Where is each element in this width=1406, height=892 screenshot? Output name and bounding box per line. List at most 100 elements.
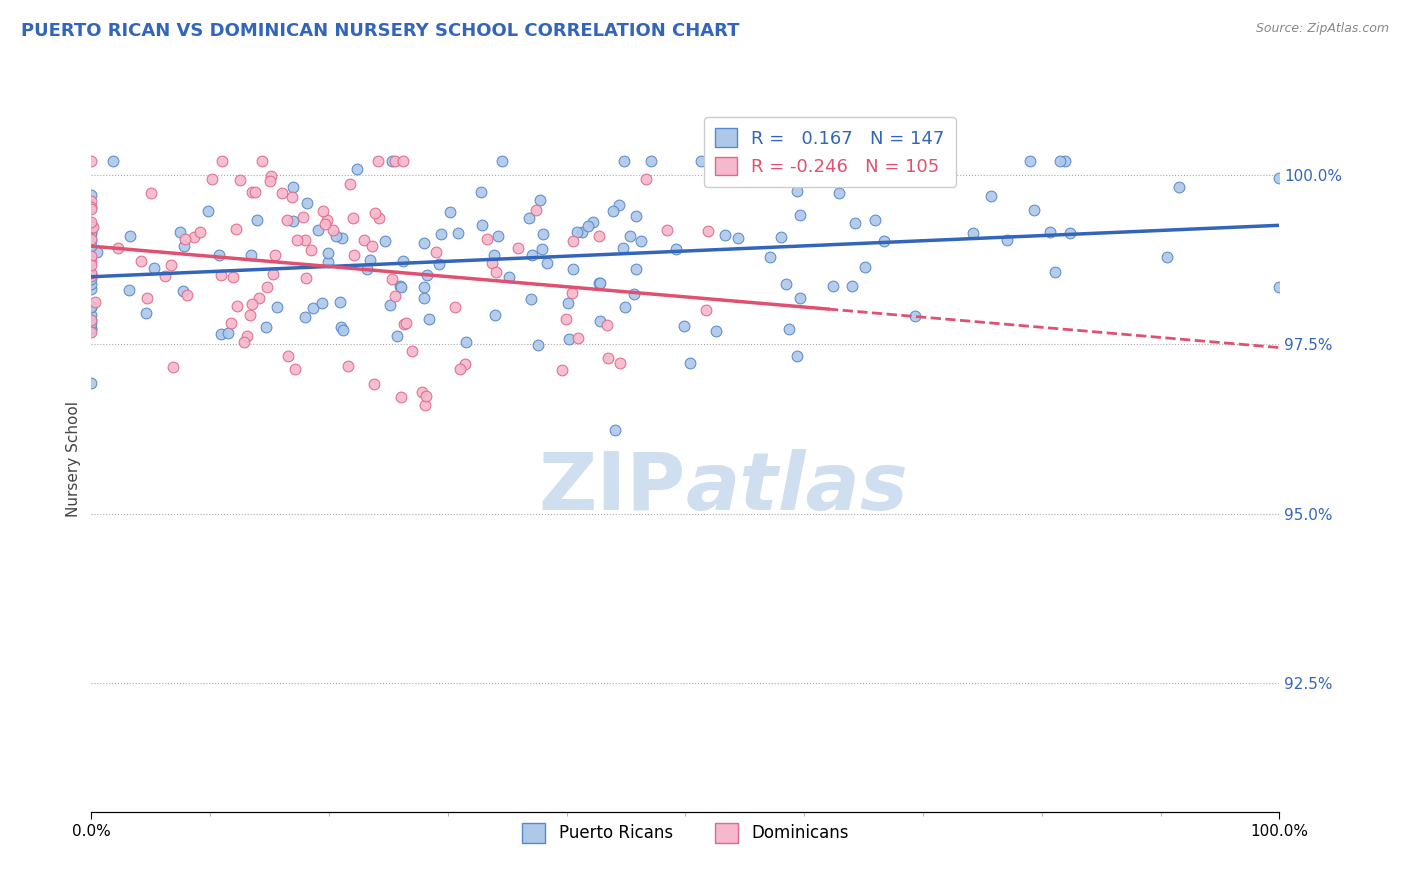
Point: [80, 277, 103, 291]
Point: [598, 351, 620, 366]
Point: [530, 242, 553, 256]
Point: [201, 172, 224, 186]
Point: [80, 267, 103, 281]
Point: [176, 288, 198, 302]
Point: [254, 319, 277, 334]
Text: Source: ZipAtlas.com: Source: ZipAtlas.com: [1256, 22, 1389, 36]
Point: [1049, 154, 1071, 169]
Point: [307, 223, 329, 237]
Point: [536, 255, 558, 269]
Point: [630, 235, 652, 249]
Point: [363, 376, 385, 391]
Point: [233, 334, 256, 349]
Point: [197, 203, 219, 218]
Point: [80, 249, 103, 263]
Point: [789, 291, 811, 305]
Point: [80, 300, 103, 314]
Point: [285, 233, 308, 247]
Point: [281, 213, 304, 227]
Point: [475, 232, 498, 246]
Text: PUERTO RICAN VS DOMINICAN NURSERY SCHOOL CORRELATION CHART: PUERTO RICAN VS DOMINICAN NURSERY SCHOOL…: [21, 22, 740, 40]
Point: [80, 282, 103, 296]
Point: [623, 287, 645, 301]
Point: [527, 338, 550, 352]
Point: [524, 202, 547, 217]
Point: [789, 208, 811, 222]
Point: [412, 291, 434, 305]
Point: [270, 186, 292, 200]
Point: [613, 154, 636, 169]
Point: [665, 242, 688, 256]
Point: [980, 189, 1002, 203]
Point: [80, 254, 103, 268]
Point: [520, 248, 543, 262]
Point: [413, 399, 436, 413]
Point: [392, 154, 415, 169]
Point: [80, 376, 103, 390]
Point: [689, 154, 711, 169]
Point: [844, 216, 866, 230]
Point: [311, 296, 333, 310]
Point: [706, 324, 728, 338]
Point: [117, 283, 139, 297]
Y-axis label: Nursery School: Nursery School: [66, 401, 82, 517]
Point: [1053, 154, 1076, 169]
Point: [332, 323, 354, 337]
Point: [517, 211, 540, 225]
Point: [418, 312, 440, 326]
Point: [80, 233, 103, 247]
Point: [695, 302, 717, 317]
Point: [294, 310, 316, 324]
Point: [260, 169, 283, 184]
Point: [427, 257, 450, 271]
Point: [80, 226, 103, 240]
Point: [336, 359, 359, 373]
Point: [640, 154, 662, 169]
Point: [385, 329, 408, 343]
Point: [209, 268, 232, 283]
Point: [1268, 279, 1291, 293]
Point: [485, 264, 508, 278]
Point: [342, 211, 364, 226]
Point: [228, 173, 250, 187]
Point: [256, 280, 278, 294]
Point: [211, 154, 233, 169]
Point: [392, 254, 415, 268]
Point: [80, 308, 103, 322]
Point: [86, 244, 108, 259]
Point: [80, 313, 103, 327]
Point: [107, 241, 129, 255]
Point: [225, 222, 247, 236]
Point: [120, 228, 142, 243]
Point: [239, 247, 262, 261]
Point: [292, 211, 315, 225]
Point: [209, 327, 232, 342]
Point: [169, 226, 191, 240]
Point: [1268, 170, 1291, 185]
Point: [367, 154, 389, 169]
Point: [412, 280, 434, 294]
Point: [786, 350, 808, 364]
Point: [183, 230, 205, 244]
Point: [353, 233, 375, 247]
Point: [322, 223, 344, 237]
Point: [174, 231, 197, 245]
Point: [1168, 180, 1191, 194]
Point: [80, 200, 103, 214]
Point: [624, 209, 647, 223]
Point: [786, 185, 808, 199]
Point: [588, 276, 610, 290]
Text: ZIP: ZIP: [538, 449, 685, 526]
Point: [589, 314, 612, 328]
Point: [84, 294, 107, 309]
Point: [561, 286, 583, 301]
Point: [484, 248, 506, 262]
Point: [697, 223, 720, 237]
Point: [129, 254, 152, 268]
Point: [80, 299, 103, 313]
Point: [1039, 225, 1062, 239]
Point: [243, 185, 266, 199]
Point: [80, 221, 103, 235]
Point: [392, 318, 415, 332]
Point: [277, 349, 299, 363]
